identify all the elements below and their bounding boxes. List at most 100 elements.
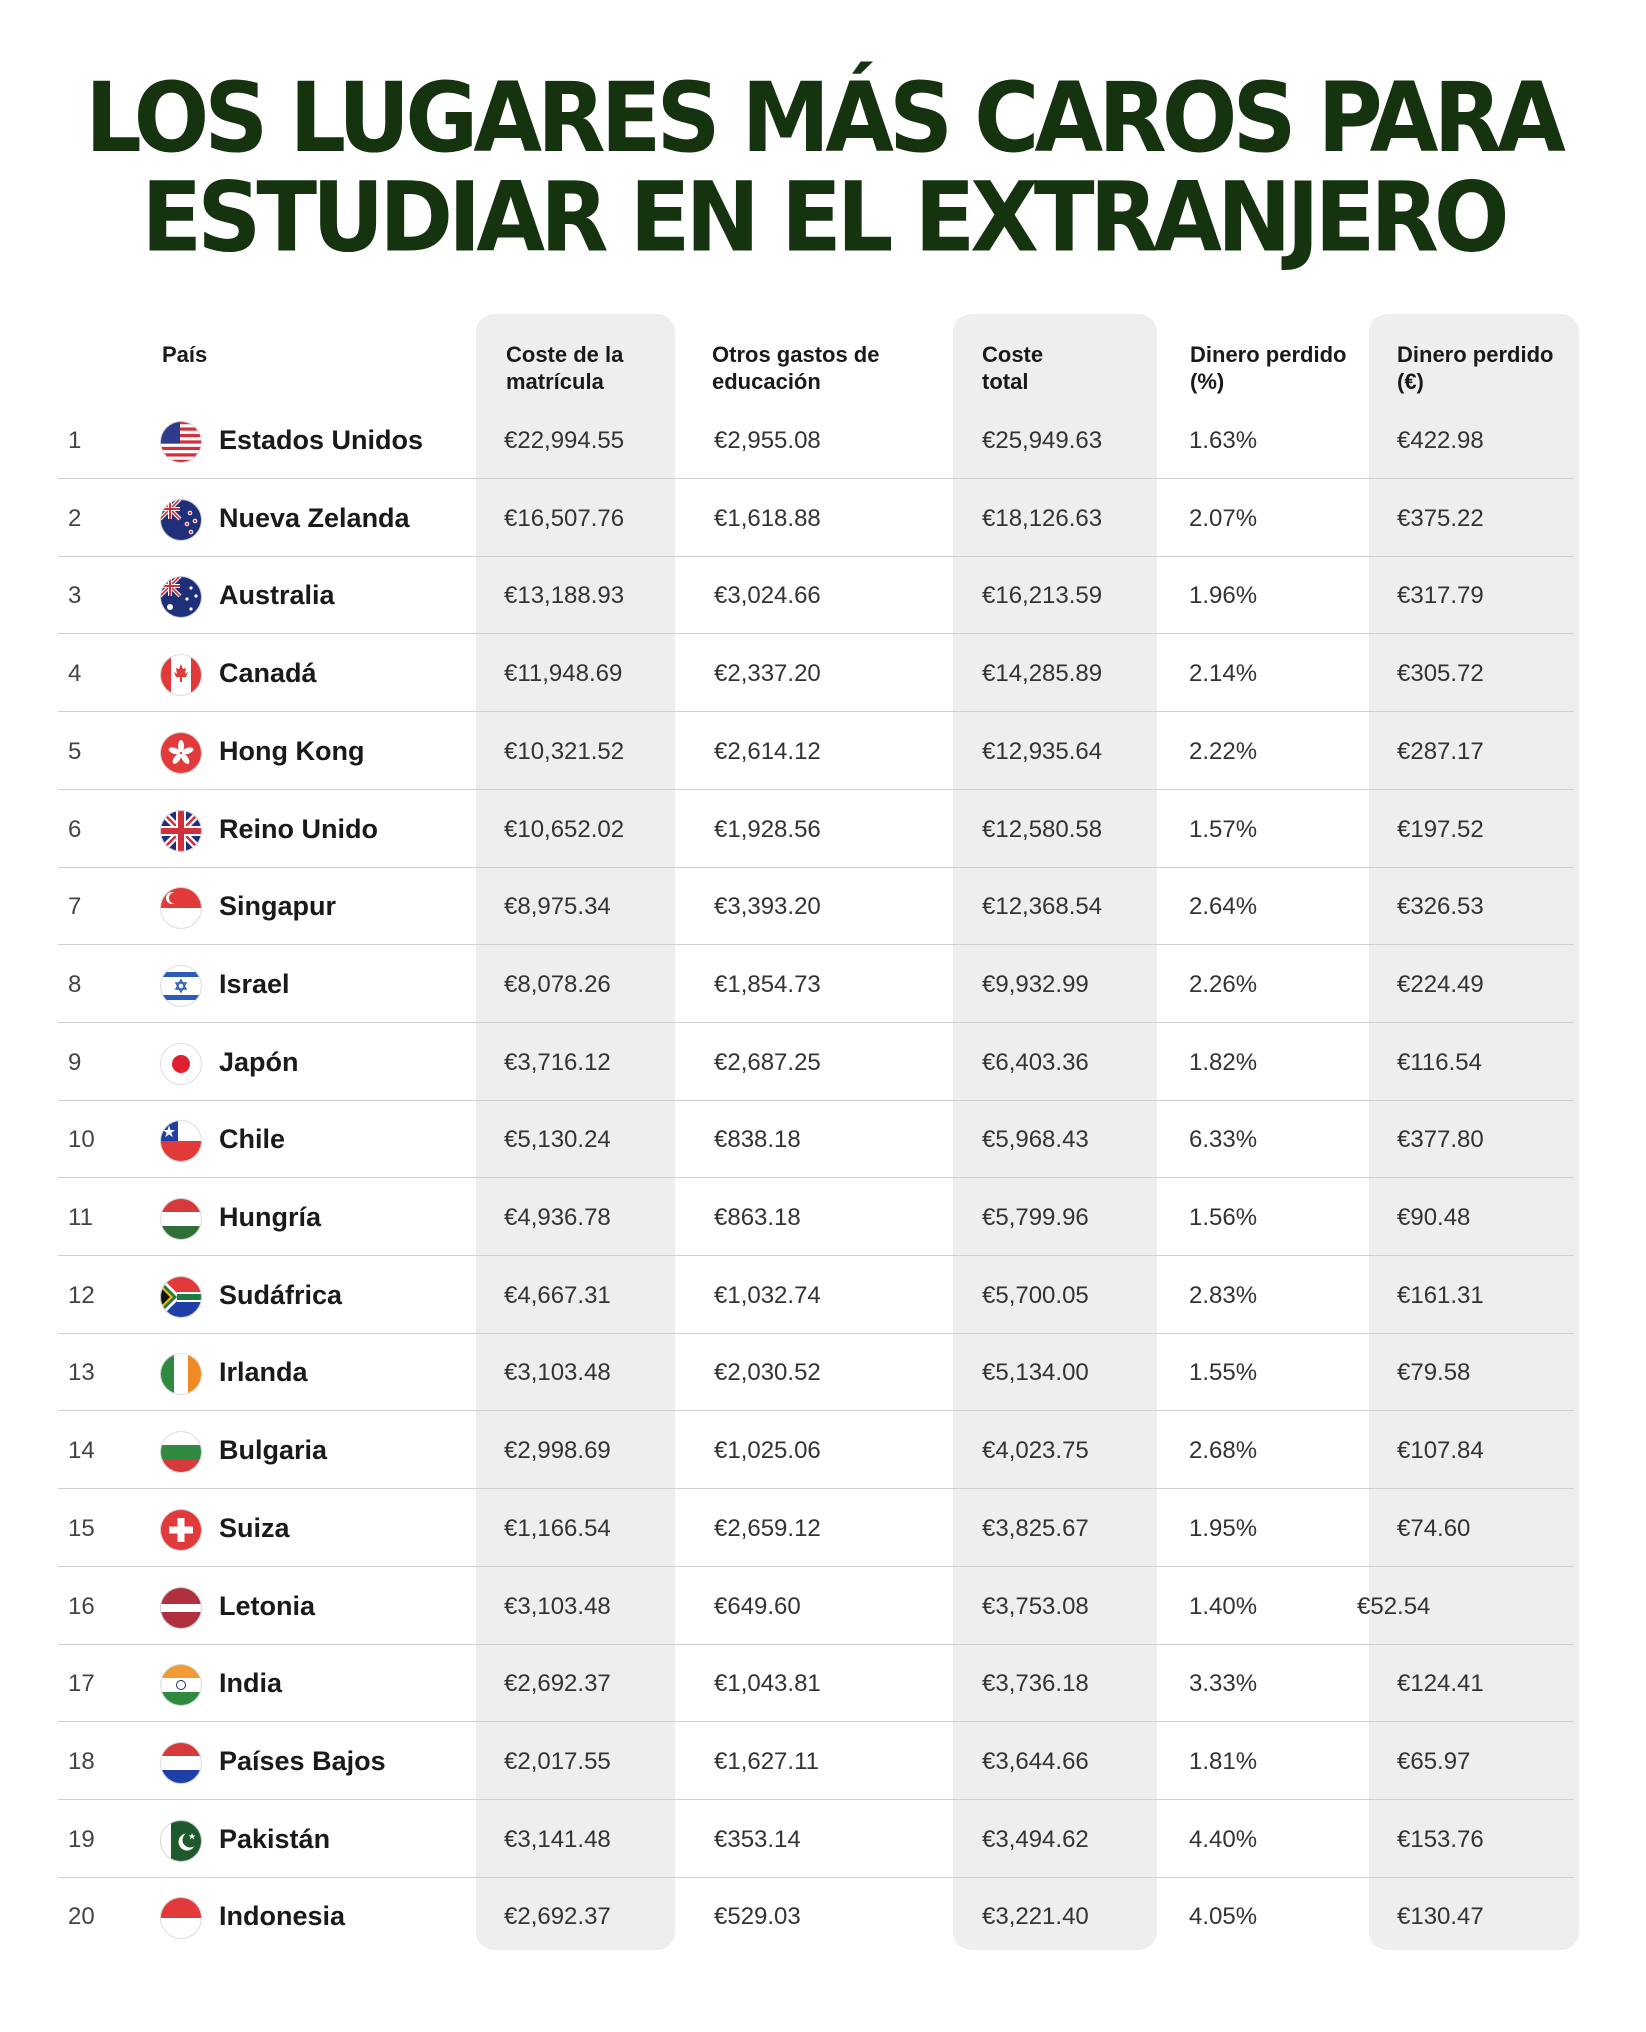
- lost-eur-cell: €326.53: [1397, 893, 1484, 921]
- country-name: Suiza: [219, 1512, 290, 1543]
- lost-pct-cell: 1.55%: [1189, 1359, 1258, 1387]
- row-separator: [58, 1798, 1574, 1800]
- lost-eur-cell: €422.98: [1397, 427, 1484, 454]
- lost-eur-cell: €375.22: [1397, 504, 1484, 532]
- tuition-cell: €10,321.52: [504, 737, 625, 765]
- other-costs-cell: €3,393.20: [714, 893, 821, 921]
- table-row: 8 Israel €8,078.26 €1,854.73 €9,932.99 2.26% €…: [58, 946, 1574, 1023]
- rank-cell: 1: [68, 427, 82, 454]
- lost-pct-cell: 1.95%: [1189, 1514, 1258, 1542]
- header-other-costs: Otros gastos de educación: [712, 342, 880, 394]
- lost-eur-cell: €224.49: [1397, 970, 1484, 998]
- row-separator: [58, 555, 1574, 557]
- table-row: 12 Sudáfrica €4,667.31 €1,032.74 €5,700.05 2.…: [58, 1257, 1574, 1334]
- lost-eur-cell: €197.52: [1397, 815, 1484, 843]
- total-cost-cell: €14,285.89: [982, 660, 1103, 688]
- header-tuition: Coste de la matrícula: [506, 342, 624, 394]
- row-separator: [58, 1488, 1574, 1490]
- lost-eur-cell: €287.17: [1397, 737, 1484, 765]
- tuition-cell: €2,998.69: [504, 1437, 611, 1465]
- title-line-1: LOS LUGARES MÁS CAROS PARA: [85, 61, 1566, 174]
- country-name: Pakistán: [219, 1823, 331, 1854]
- total-cost-cell: €3,644.66: [982, 1747, 1089, 1775]
- tuition-cell: €3,103.48: [504, 1592, 611, 1620]
- country-name: Chile: [219, 1124, 286, 1155]
- country-name: Países Bajos: [219, 1745, 386, 1776]
- other-costs-cell: €1,618.88: [714, 504, 821, 532]
- lost-pct-cell: 2.14%: [1189, 660, 1258, 688]
- country-name: Japón: [219, 1046, 299, 1077]
- lost-eur-cell: €65.97: [1397, 1747, 1471, 1775]
- lost-eur-cell: €161.31: [1397, 1281, 1484, 1309]
- rank-cell: 12: [68, 1281, 95, 1309]
- row-separator: [58, 1099, 1574, 1101]
- row-separator: [58, 1332, 1574, 1334]
- other-costs-cell: €1,025.06: [714, 1437, 821, 1465]
- rank-cell: 6: [68, 815, 82, 843]
- table-row: 11 Hungría €4,936.78 €863.18 €5,799.96 1.56% €…: [58, 1179, 1574, 1256]
- south-africa-flag: [160, 1275, 202, 1318]
- total-cost-cell: €4,023.75: [982, 1437, 1089, 1465]
- table-row: 10 Chile €5,130.24 €838.18 €5,968.43 6.33% €37…: [58, 1101, 1574, 1179]
- lost-pct-cell: 1.63%: [1189, 427, 1258, 454]
- row-separator: [58, 1721, 1574, 1723]
- uk-flag: [160, 809, 202, 852]
- other-costs-cell: €1,032.74: [714, 1281, 821, 1309]
- total-cost-cell: €25,949.63: [982, 427, 1103, 454]
- table-row: 2 Nueva Zelanda €16,507.76 €1,618.88 €18,126…: [58, 480, 1574, 557]
- rank-cell: 8: [68, 970, 82, 998]
- table-row: 9 Japón €3,716.12 €2,687.25 €6,403.36 1.82% €1…: [58, 1024, 1574, 1101]
- lost-pct-cell: 4.40%: [1189, 1825, 1258, 1853]
- tuition-cell: €3,716.12: [504, 1048, 611, 1076]
- other-costs-cell: €1,043.81: [714, 1670, 821, 1698]
- lost-eur-cell: €107.84: [1397, 1437, 1484, 1465]
- rank-cell: 14: [68, 1437, 95, 1465]
- tuition-cell: €8,975.34: [504, 893, 611, 921]
- country-name: Bulgaria: [219, 1435, 328, 1466]
- tuition-cell: €2,692.37: [504, 1670, 611, 1698]
- other-costs-cell: €863.18: [714, 1204, 801, 1231]
- row-separator: [58, 1021, 1574, 1023]
- total-cost-cell: €6,403.36: [982, 1048, 1089, 1076]
- other-costs-cell: €2,955.08: [714, 427, 821, 454]
- other-costs-cell: €649.60: [714, 1592, 801, 1620]
- rank-cell: 2: [68, 504, 82, 532]
- rank-cell: 5: [68, 737, 82, 765]
- country-name: Irlanda: [219, 1357, 308, 1388]
- canada-flag: [160, 654, 202, 697]
- hong-kong-flag: [160, 731, 202, 774]
- other-costs-cell: €838.18: [714, 1126, 801, 1154]
- header-lost-pct: Dinero perdido (%): [1190, 342, 1347, 394]
- rank-cell: 9: [68, 1048, 82, 1076]
- lost-eur-cell: €305.72: [1397, 660, 1484, 688]
- other-costs-cell: €3,024.66: [714, 582, 821, 610]
- total-cost-cell: €5,134.00: [982, 1359, 1089, 1387]
- country-name: Nueva Zelanda: [219, 502, 410, 533]
- total-cost-cell: €5,968.43: [982, 1126, 1089, 1154]
- tuition-cell: €2,692.37: [504, 1903, 611, 1931]
- header-total-cost: Coste total: [982, 342, 1044, 394]
- tuition-cell: €22,994.55: [504, 427, 625, 454]
- tuition-cell: €5,130.24: [504, 1126, 611, 1154]
- header-country: País: [162, 342, 208, 367]
- country-name: Indonesia: [219, 1901, 346, 1932]
- table-row: 19 Pakistán €3,141.48 €353.14 €3,494.62 4.40%…: [58, 1801, 1574, 1878]
- lost-pct-cell: 2.26%: [1189, 970, 1258, 998]
- hungary-flag: [160, 1198, 202, 1240]
- total-cost-cell: €3,825.67: [982, 1514, 1089, 1542]
- table-row: 20 Indonesia €2,692.37 €529.03 €3,221.40 4.05…: [58, 1878, 1574, 1955]
- tuition-column-band: [476, 314, 675, 1950]
- total-cost-cell: €3,736.18: [982, 1670, 1089, 1698]
- total-cost-cell: €12,368.54: [982, 893, 1103, 921]
- page-title: LOS LUGARES MÁS CAROS PARA ESTUDIAR EN E…: [0, 68, 1646, 267]
- lost-pct-cell: 2.83%: [1189, 1281, 1258, 1309]
- country-name: Hong Kong: [219, 735, 365, 766]
- table-row: 4 Canadá €11,948.69 €2,337.20 €14,285.89 2.14…: [58, 635, 1574, 713]
- india-flag: [160, 1664, 202, 1707]
- lost-pct-cell: 6.33%: [1189, 1126, 1258, 1154]
- chile-flag: [160, 1120, 202, 1163]
- table-row: 17 India €2,692.37 €1,043.81 €3,736.18 3.33% €…: [58, 1645, 1574, 1723]
- lost-pct-cell: 4.05%: [1189, 1903, 1258, 1931]
- lost-pct-cell: 2.22%: [1189, 737, 1258, 765]
- total-cost-cell: €5,799.96: [982, 1204, 1089, 1231]
